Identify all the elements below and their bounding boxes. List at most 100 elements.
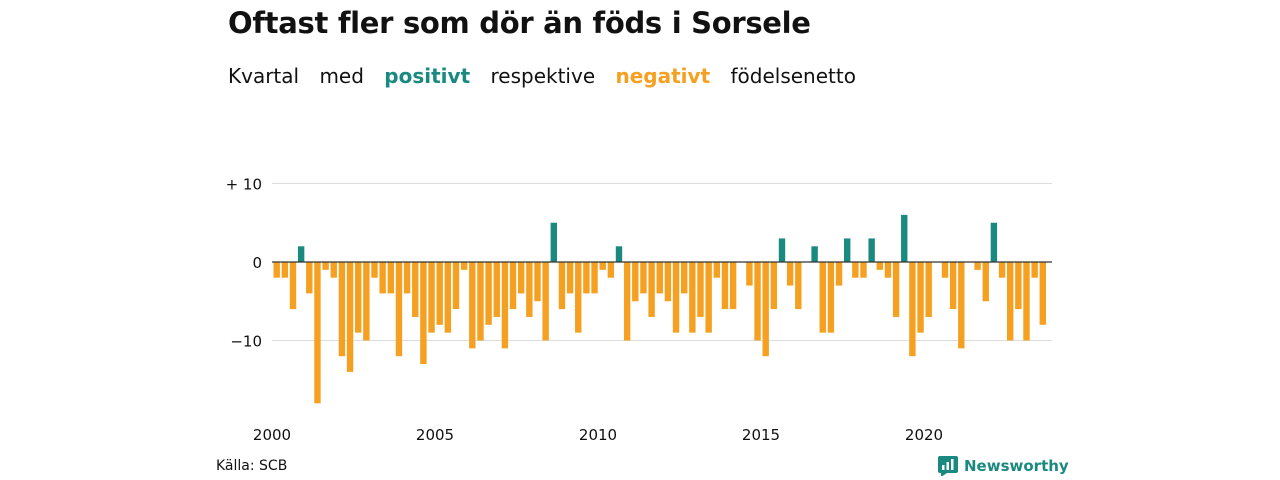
bar-negative bbox=[452, 262, 460, 310]
bar-negative bbox=[566, 262, 574, 294]
source-note: Källa: SCB bbox=[216, 458, 288, 474]
bar-negative bbox=[281, 262, 289, 278]
bar-negative bbox=[909, 262, 916, 357]
bar-negative bbox=[428, 262, 435, 333]
bar-negative bbox=[363, 262, 370, 341]
newsworthy-logo-icon bbox=[938, 456, 958, 476]
bar-negative bbox=[575, 262, 582, 333]
subtitle-word: respektive bbox=[490, 64, 596, 88]
bar-negative bbox=[729, 262, 737, 310]
bar-positive bbox=[901, 214, 908, 262]
bar-negative bbox=[371, 262, 378, 278]
brand-name: Newsworthy bbox=[964, 457, 1069, 475]
bar-negative bbox=[623, 262, 631, 341]
bar-negative bbox=[501, 262, 509, 349]
bar-negative bbox=[493, 262, 500, 317]
bar-positive bbox=[778, 238, 786, 262]
bar-negative bbox=[1007, 262, 1014, 341]
bar-negative bbox=[681, 262, 688, 294]
bar-negative bbox=[648, 262, 655, 317]
bar-negative bbox=[998, 262, 1006, 278]
legend-negative: negativt bbox=[615, 64, 711, 88]
bar-negative bbox=[974, 262, 981, 270]
bar-negative bbox=[656, 262, 663, 294]
x-tick-label: 2000 bbox=[253, 426, 291, 444]
bar-negative bbox=[518, 262, 525, 294]
bar-negative bbox=[876, 262, 883, 270]
bar-negative bbox=[526, 262, 533, 317]
bar-negative bbox=[672, 262, 680, 333]
bar-negative bbox=[705, 262, 712, 333]
bar-negative bbox=[1031, 262, 1038, 278]
bar-positive bbox=[990, 222, 998, 262]
brand-logo: Newsworthy bbox=[938, 456, 1069, 476]
bar-negative bbox=[860, 262, 867, 278]
bar-negative bbox=[469, 262, 476, 349]
bar-negative bbox=[941, 262, 949, 278]
bar-negative bbox=[713, 262, 720, 278]
bar-negative bbox=[632, 262, 639, 302]
bar-negative bbox=[746, 262, 753, 286]
bar-negative bbox=[558, 262, 566, 310]
subtitle-word: födelsenetto bbox=[730, 64, 856, 88]
bar-negative bbox=[754, 262, 761, 341]
bar-negative bbox=[599, 262, 606, 270]
bar-negative bbox=[338, 262, 346, 357]
bar-negative bbox=[542, 262, 549, 341]
bar-positive bbox=[868, 238, 875, 262]
bar-negative bbox=[395, 262, 403, 357]
bar-negative bbox=[689, 262, 696, 333]
x-tick-label: 2015 bbox=[742, 426, 780, 444]
bar-positive bbox=[811, 246, 818, 262]
bar-negative bbox=[640, 262, 647, 294]
subtitle-word: med bbox=[319, 64, 364, 88]
bar-negative bbox=[795, 262, 802, 310]
bar-negative bbox=[949, 262, 957, 310]
bar-negative bbox=[884, 262, 892, 278]
bar-negative bbox=[925, 262, 932, 317]
bar-negative bbox=[420, 262, 427, 365]
bar-negative bbox=[892, 262, 900, 317]
bar-negative bbox=[607, 262, 615, 278]
bar-negative bbox=[819, 262, 826, 333]
legend-positive: positivt bbox=[384, 64, 471, 88]
x-tick-label: 2010 bbox=[579, 426, 617, 444]
bar-negative bbox=[355, 262, 362, 333]
bar-negative bbox=[1015, 262, 1022, 310]
bar-negative bbox=[835, 262, 843, 286]
bar-negative bbox=[762, 262, 769, 357]
x-tick-label: 2020 bbox=[905, 426, 943, 444]
bar-negative bbox=[412, 262, 419, 317]
bar-negative bbox=[379, 262, 386, 294]
bar-negative bbox=[444, 262, 452, 333]
bar-negative bbox=[509, 262, 517, 310]
bar-negative bbox=[982, 262, 989, 302]
bar-negative bbox=[289, 262, 297, 310]
bar-negative bbox=[346, 262, 354, 372]
x-tick-label: 2005 bbox=[416, 426, 454, 444]
bar-negative bbox=[852, 262, 859, 278]
bar-negative bbox=[770, 262, 778, 310]
bar-negative bbox=[697, 262, 704, 317]
bar-negative bbox=[1023, 262, 1030, 341]
bar-negative bbox=[664, 262, 672, 302]
bar-positive bbox=[844, 238, 851, 262]
bar-negative bbox=[436, 262, 443, 325]
bar-negative bbox=[583, 262, 590, 294]
chart-subtitle: Kvartal med positivt respektive negativt… bbox=[228, 64, 870, 88]
bar-negative bbox=[786, 262, 794, 286]
bar-positive bbox=[550, 222, 557, 262]
bar-negative bbox=[314, 262, 321, 404]
bar-negative bbox=[1039, 262, 1046, 325]
bar-negative bbox=[306, 262, 313, 294]
subtitle-word: Kvartal bbox=[228, 64, 300, 88]
bar-negative bbox=[958, 262, 965, 349]
bar-negative bbox=[387, 262, 394, 294]
bar-negative bbox=[403, 262, 411, 294]
chart-title: Oftast fler som dör än föds i Sorsele bbox=[228, 6, 811, 40]
bar-negative bbox=[591, 262, 598, 294]
bar-negative bbox=[827, 262, 835, 333]
bar-negative bbox=[485, 262, 492, 325]
y-tick-label: −10 bbox=[230, 333, 262, 351]
